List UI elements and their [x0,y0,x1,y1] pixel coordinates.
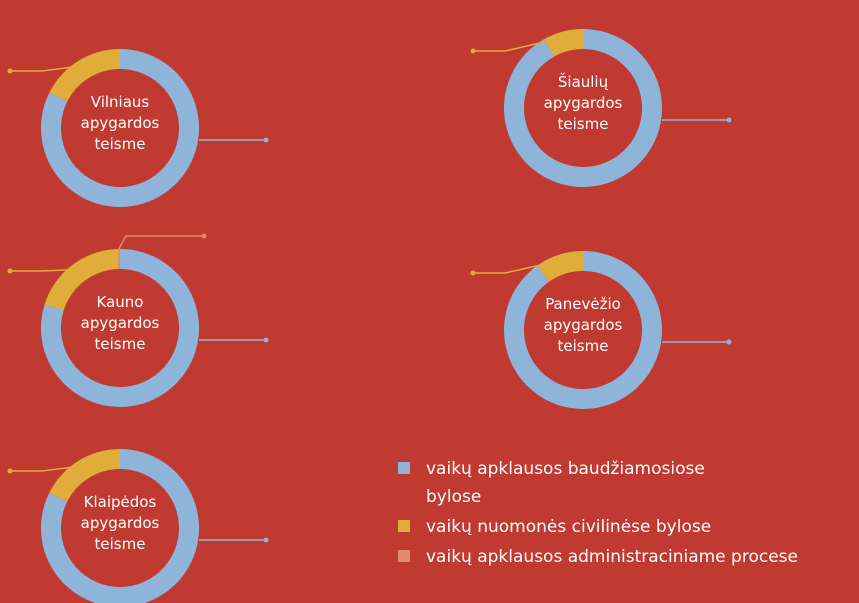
leader-line [10,268,77,272]
donut-title: Šiaulių apygardos teisme [544,72,623,133]
donut-slice [49,449,120,502]
donut-title: Vilniaus apygardos teisme [81,93,160,153]
legend-swatch [398,550,410,562]
leader-dot [7,68,13,74]
legend-label: vaikų apklausos administraciniame proces… [426,547,798,567]
donut-slice [537,251,583,282]
legend-label: vaikų nuomonės civilinėse bylose [426,517,711,537]
donut-slice [44,249,119,311]
donut-slice [118,249,120,270]
leader-dot [7,268,13,274]
leader-dot [726,117,732,123]
legend-swatch [398,462,410,474]
leader-dot [263,537,269,543]
donut-slice [49,49,120,102]
donut-title: Klaipėdos apygardos teisme [81,493,160,553]
legend-label: vaikų apklausos baudžiamosiose bylose [426,459,705,507]
donut-slice [544,29,583,57]
leader-line [10,65,82,72]
leader-dot [263,137,269,143]
donut-title: Kauno apygardos teisme [81,293,160,353]
leader-line [473,259,562,274]
donut-title: Panevėžio apygardos teisme [544,295,623,355]
leader-line [10,465,82,472]
leader-dot [201,233,207,239]
leader-line [118,235,204,254]
legend-swatch [398,520,410,532]
leader-dot [470,270,476,276]
leader-line [473,36,565,52]
leader-dot [7,468,13,474]
leader-dot [726,339,732,345]
leader-dot [470,48,476,54]
leader-dot [263,337,269,343]
